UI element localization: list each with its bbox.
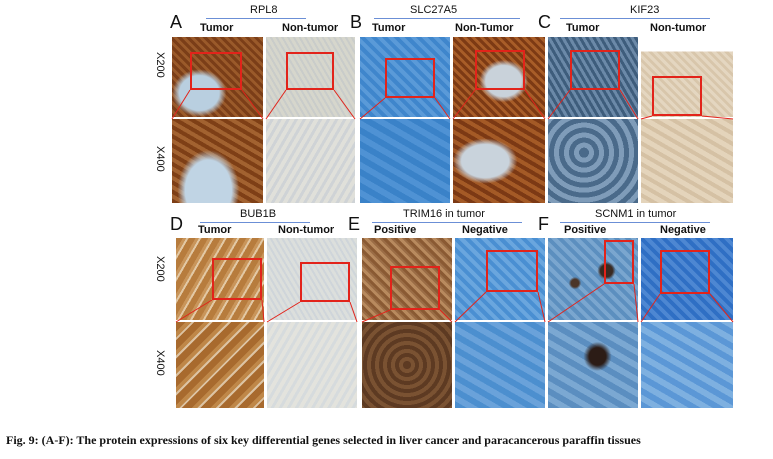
image-f-positive-x400 [548,322,638,408]
panel-letter-d: D [170,214,183,234]
roi-box-e-negative [486,250,538,292]
panel-letter-f: F [538,214,549,234]
gene-underline-f [560,222,710,223]
image-a-nontumor-x400 [266,119,355,203]
column-label-e-left: Positive [374,224,417,236]
image-d-tumor-x400 [176,322,264,408]
gene-underline-b [374,18,520,19]
column-label-d-left: Tumor [198,224,232,236]
gene-underline-a [206,18,306,19]
roi-box-d-nontumor [300,262,350,302]
roi-box-f-negative [660,250,710,294]
column-label-b-right: Non-Tumor [455,22,514,34]
column-label-a-right: Non-tumor [282,22,339,34]
gene-underline-d [200,222,310,223]
image-f-negative-x400 [641,322,733,408]
image-a-tumor-x400 [172,119,263,203]
gene-label-c: KIF23 [630,4,660,16]
column-label-f-right: Negative [660,224,706,236]
roi-box-b-nontumor [475,50,525,90]
column-label-a-left: Tumor [200,22,234,34]
image-b-nontumor-x400 [453,119,545,203]
roi-box-d-tumor [212,258,262,300]
column-label-b-left: Tumor [372,22,406,34]
image-e-negative-x400 [455,322,545,408]
magnification-x400-bottom: X400 [154,350,166,376]
roi-box-a-nontumor [286,52,334,90]
panel-letter-a: A [170,12,183,32]
roi-box-a-tumor [190,52,242,90]
panel-letter-b: B [350,12,363,32]
image-d-nontumor-x400 [267,322,357,408]
column-label-e-right: Negative [462,224,508,236]
figure-caption: Fig. 9: (A-F): The protein expressions o… [6,433,641,447]
image-c-tumor-x400 [548,119,638,203]
gene-label-e: TRIM16 in tumor [403,208,485,220]
gene-underline-c [560,18,710,19]
column-label-c-left: Tumor [566,22,600,34]
roi-box-b-tumor [385,58,435,98]
magnification-x400-top: X400 [154,146,166,172]
image-e-positive-x400 [362,322,452,408]
image-e-positive-x200 [362,238,452,320]
roi-box-c-tumor [570,50,620,90]
column-label-d-right: Non-tumor [278,224,335,236]
panel-letter-e: E [348,214,361,234]
gene-label-b: SLC27A5 [410,4,458,16]
magnification-x200-bottom: X200 [154,256,166,282]
image-c-nontumor-x400 [641,119,733,203]
gene-label-f: SCNM1 in tumor [595,208,677,220]
gene-underline-e [372,222,522,223]
roi-box-f-positive [604,240,634,284]
gene-label-d: BUB1B [240,208,277,220]
roi-box-c-nontumor [652,76,702,116]
panel-letter-c: C [538,12,551,32]
column-label-c-right: Non-tumor [650,22,707,34]
column-label-f-left: Positive [564,224,607,236]
image-b-tumor-x400 [360,119,450,203]
gene-label-a: RPL8 [250,4,278,16]
roi-box-e-positive [390,266,440,310]
magnification-x200-top: X200 [154,52,166,78]
